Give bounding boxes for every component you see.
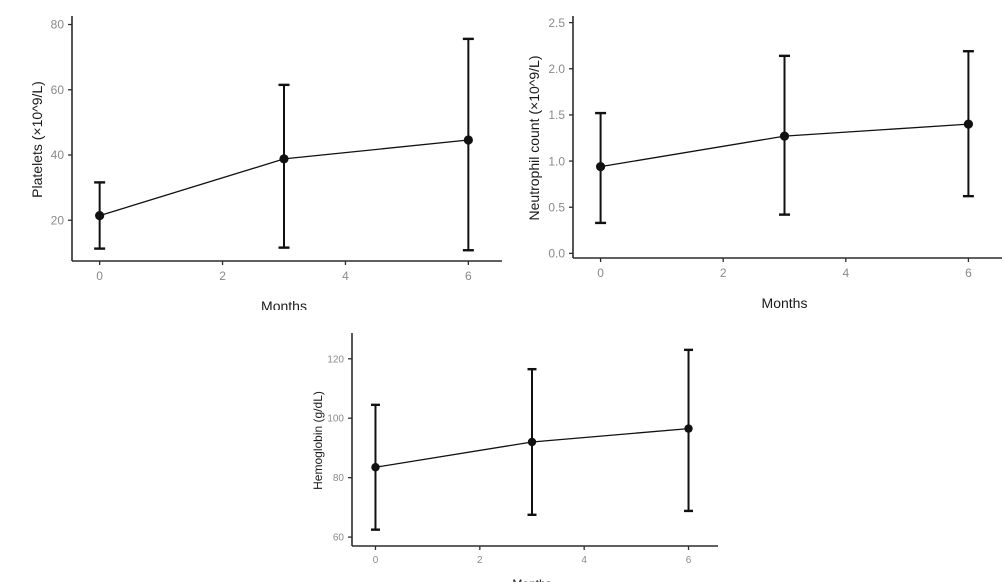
neutrophil-x-tick-label: 4 — [842, 266, 849, 280]
neutrophil-x-axis-title: Months — [762, 295, 808, 310]
neutrophil-y-axis-title: Neutrophil count (×10^9/L) — [526, 56, 542, 221]
neutrophil-data-point — [779, 131, 790, 141]
hemoglobin-x-tick-label: 6 — [686, 555, 692, 566]
hemoglobin-data-point — [371, 463, 380, 472]
platelets-x-axis-title: Months — [261, 298, 307, 310]
neutrophil-x-tick-label: 2 — [720, 266, 727, 280]
neutrophil-y-tick-label: 2.0 — [548, 62, 565, 76]
neutrophil-x-tick-label: 6 — [965, 266, 972, 280]
hemoglobin-y-tick-label: 80 — [333, 473, 345, 484]
hemoglobin-x-tick-label: 2 — [477, 555, 483, 566]
platelets-data-point — [95, 211, 105, 221]
platelets-chart-svg: 20 40 60 80 0 2 4 6 Months Platelets (×10^9/L) — [29, 16, 502, 310]
neutrophil-y-tick-label: 0.0 — [548, 247, 565, 261]
platelets-data-point — [463, 135, 473, 145]
chart-panel-hemoglobin: 60 80 100 120 0 2 4 6 Months Hemoglobin (g/dL) — [270, 310, 735, 582]
hemoglobin-data-point — [527, 437, 537, 447]
platelets-x-tick-label: 0 — [96, 269, 103, 283]
neutrophil-chart-svg: 0.0 0.5 1.0 1.5 2.0 2.5 0 2 4 6 Months Neutrophil c… — [526, 16, 1002, 310]
hemoglobin-plot-area: 60 80 100 120 0 2 4 6 Months Hemoglobin (g/dL) — [311, 333, 718, 582]
chart-panel-platelets: 20 40 60 80 0 2 4 6 Months Platelets (×10^9/L) — [0, 0, 505, 310]
platelets-y-tick-label: 60 — [51, 83, 65, 97]
platelets-y-tick-label: 20 — [51, 213, 65, 227]
hemoglobin-x-tick-label: 4 — [581, 555, 587, 566]
platelets-y-tick-label: 40 — [51, 148, 65, 162]
hemoglobin-x-tick-label: 0 — [373, 555, 379, 566]
hemoglobin-y-tick-label: 120 — [327, 354, 344, 365]
neutrophil-x-tick-label: 0 — [597, 266, 604, 280]
platelets-data-point — [279, 154, 289, 164]
neutrophil-y-tick-label: 2.5 — [548, 16, 565, 30]
platelets-x-tick-label: 6 — [465, 269, 472, 283]
platelets-x-tick-label: 2 — [219, 269, 226, 283]
hemoglobin-data-point — [684, 424, 693, 433]
neutrophil-data-point — [595, 162, 606, 172]
neutrophil-plot-area: 0.0 0.5 1.0 1.5 2.0 2.5 0 2 4 6 Months Neutrophil c… — [526, 16, 1002, 310]
neutrophil-y-tick-label: 1.5 — [548, 108, 565, 122]
platelets-plot-area: 20 40 60 80 0 2 4 6 Months Platelets (×10^9/L) — [29, 16, 502, 310]
chart-panel-neutrophil: 0.0 0.5 1.0 1.5 2.0 2.5 0 2 4 6 Months Neutrophil c… — [500, 0, 1005, 310]
neutrophil-y-tick-label: 1.0 — [548, 154, 565, 168]
hemoglobin-y-axis-title: Hemoglobin (g/dL) — [311, 391, 325, 490]
hemoglobin-y-tick-label: 100 — [327, 414, 344, 425]
hemoglobin-y-tick-label: 60 — [333, 533, 345, 544]
hemoglobin-x-axis-title: Months — [512, 577, 551, 582]
platelets-y-axis-title: Platelets (×10^9/L) — [29, 81, 45, 198]
platelets-x-tick-label: 4 — [342, 269, 349, 283]
neutrophil-y-tick-label: 0.5 — [548, 200, 565, 214]
neutrophil-data-point — [963, 119, 974, 129]
hemoglobin-chart-svg: 60 80 100 120 0 2 4 6 Months Hemoglobin (g/dL) — [311, 333, 718, 582]
platelets-y-tick-label: 80 — [51, 18, 65, 32]
